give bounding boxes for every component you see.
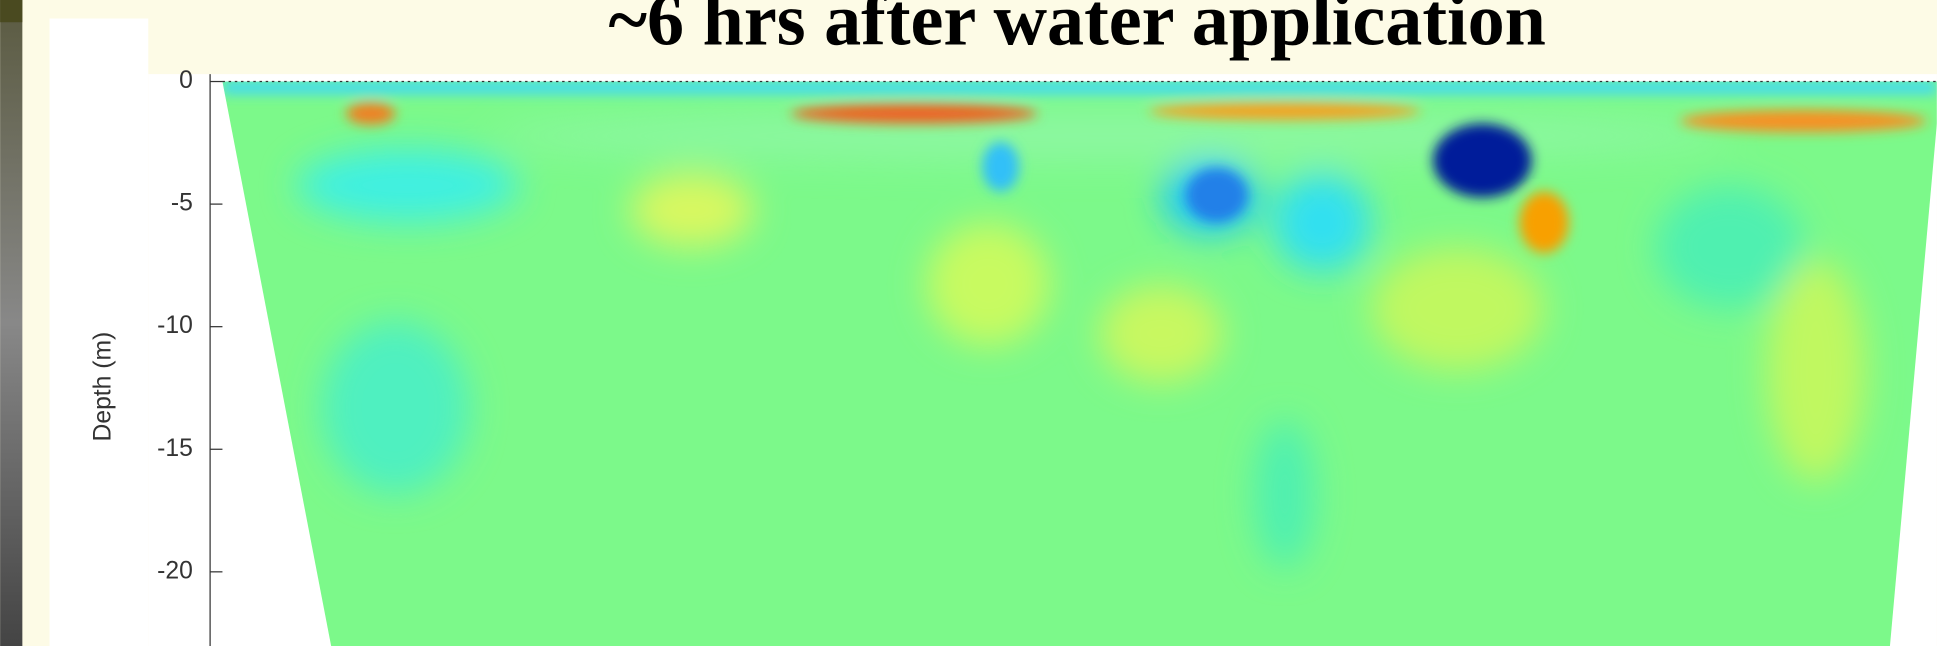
color-patch xyxy=(1099,284,1223,383)
slide: ~6 hrs after water application Depth (m)… xyxy=(0,0,1937,646)
color-patch xyxy=(630,173,754,247)
color-patch xyxy=(1254,420,1316,568)
y-tick-label: 0 xyxy=(179,67,193,94)
color-patch xyxy=(297,148,519,222)
color-patch xyxy=(1272,173,1371,272)
color-patch xyxy=(222,82,1936,94)
color-patch xyxy=(982,142,1019,191)
color-patch xyxy=(1433,124,1532,198)
color-patch xyxy=(1680,110,1927,132)
color-patch xyxy=(1766,259,1865,481)
y-tick-label: -20 xyxy=(157,557,193,584)
page: ~6 hrs after water application Depth (m)… xyxy=(0,0,1937,646)
photo-strip xyxy=(0,0,22,646)
color-patch xyxy=(1186,168,1248,222)
color-patch xyxy=(494,111,1729,160)
photo-corner xyxy=(0,0,22,22)
chart-title: ~6 hrs after water application xyxy=(609,0,1546,61)
color-patch xyxy=(927,222,1051,346)
y-tick-label: -15 xyxy=(157,435,193,462)
color-patch xyxy=(1371,247,1544,371)
y-tick-label: -10 xyxy=(157,312,193,339)
color-patch xyxy=(1655,185,1803,309)
y-axis-label: Depth (m) xyxy=(89,332,116,442)
y-tick-label: -5 xyxy=(171,190,193,217)
color-patch xyxy=(1149,103,1421,120)
color-patch xyxy=(791,104,1038,124)
heatmap-field xyxy=(210,74,1937,646)
color-patch xyxy=(346,103,395,125)
color-patch xyxy=(1519,191,1568,253)
color-patch xyxy=(321,321,469,494)
